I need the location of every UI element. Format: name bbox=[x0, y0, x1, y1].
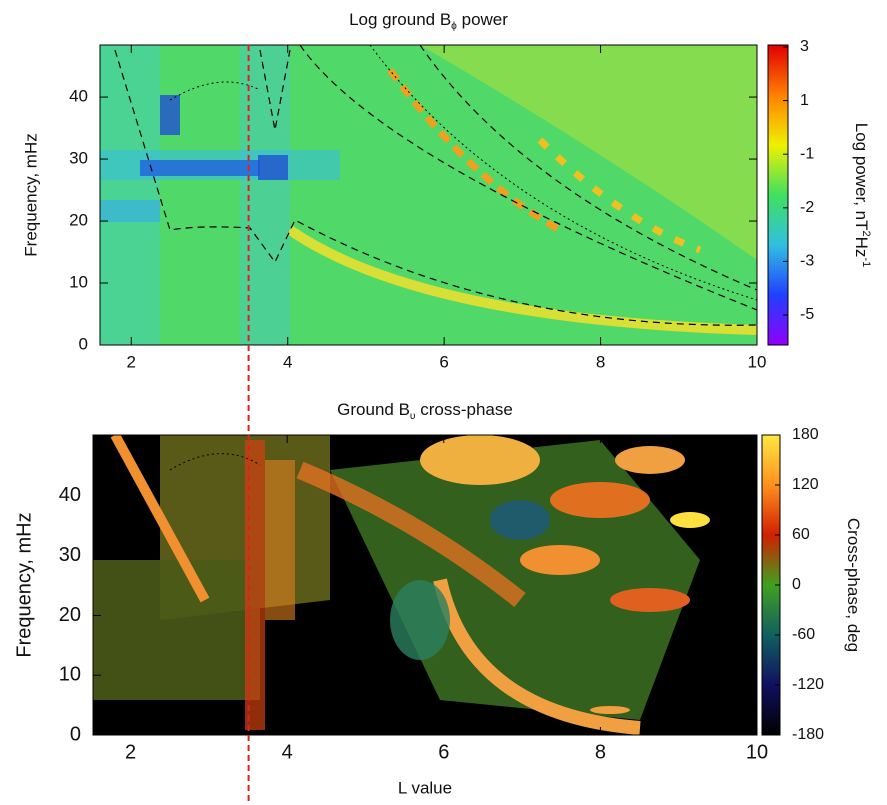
y-tick-label: 0 bbox=[79, 334, 88, 353]
x-tick-label: 6 bbox=[439, 352, 448, 371]
label: Cross-phase, deg bbox=[844, 518, 863, 652]
heatmap-image bbox=[93, 435, 757, 735]
colorbar-tick-label: 1 bbox=[800, 92, 809, 109]
colorbar-tick-label: -120 bbox=[792, 676, 824, 693]
plot-frame bbox=[99, 44, 758, 346]
x-tick-label: 2 bbox=[125, 741, 136, 763]
x-tick-label: 8 bbox=[596, 352, 605, 371]
y-tick-label: 40 bbox=[59, 484, 81, 506]
label: Log power, nT2Hz-1 bbox=[852, 123, 873, 268]
y-tick-label: 10 bbox=[59, 664, 81, 686]
y-tick-label: 0 bbox=[70, 723, 81, 745]
colorbar-tick-label: -2 bbox=[800, 199, 814, 216]
label-part: Ground B bbox=[337, 400, 410, 419]
y-tick-label: 20 bbox=[69, 211, 88, 230]
y-tick-label: 10 bbox=[69, 273, 88, 292]
colorbar-tick-label: -5 bbox=[800, 306, 814, 323]
label: Log ground Bϕ power bbox=[349, 10, 508, 32]
colorbar-tick-label: -180 bbox=[792, 726, 824, 743]
label-part: Hz bbox=[852, 237, 871, 258]
label-part: υ bbox=[410, 411, 416, 422]
x-tick-label: 4 bbox=[282, 741, 293, 763]
y-tick-label: 30 bbox=[59, 544, 81, 566]
label-part: power bbox=[457, 10, 508, 29]
x-axis-label: L value bbox=[398, 778, 452, 797]
x-tick-label: 6 bbox=[438, 741, 449, 763]
label-part: -1 bbox=[860, 257, 872, 267]
label-part: ϕ bbox=[451, 21, 457, 32]
x-tick-label: 10 bbox=[748, 352, 767, 371]
x-tick-label: 10 bbox=[746, 741, 768, 763]
y-axis-label: Frequency, mHz bbox=[13, 512, 35, 657]
x-tick-label: 8 bbox=[595, 741, 606, 763]
colorbar-tick-label: 120 bbox=[792, 476, 819, 493]
x-tick-label: 4 bbox=[283, 352, 292, 371]
label: Ground Bυ cross-phase bbox=[337, 400, 513, 422]
y-tick-label: 20 bbox=[59, 604, 81, 626]
label-part: cross-phase bbox=[416, 400, 513, 419]
label-part: Cross-phase, deg bbox=[844, 518, 863, 652]
label-part: Log power, nT bbox=[852, 123, 871, 231]
colorbar-tick-label: 0 bbox=[792, 576, 801, 593]
x-tick-label: 2 bbox=[127, 352, 136, 371]
colorbar-tick-label: 180 bbox=[792, 426, 819, 443]
colorbar-tick-label: -60 bbox=[792, 626, 815, 643]
y-tick-label: 40 bbox=[69, 87, 88, 106]
plot-frame bbox=[92, 434, 758, 736]
colorbar-tick-label: -1 bbox=[800, 145, 814, 162]
colorbar-tick-label: 60 bbox=[792, 526, 810, 543]
label-part: Log ground B bbox=[349, 10, 451, 29]
colorbar bbox=[767, 44, 789, 346]
colorbar-tick-label: 3 bbox=[800, 38, 809, 55]
colorbar-tick-label: -3 bbox=[800, 253, 814, 270]
y-axis-label: Frequency, mHz bbox=[21, 133, 40, 256]
y-tick-label: 30 bbox=[69, 149, 88, 168]
heatmap-image bbox=[100, 45, 757, 345]
label-part: 2 bbox=[860, 230, 872, 236]
